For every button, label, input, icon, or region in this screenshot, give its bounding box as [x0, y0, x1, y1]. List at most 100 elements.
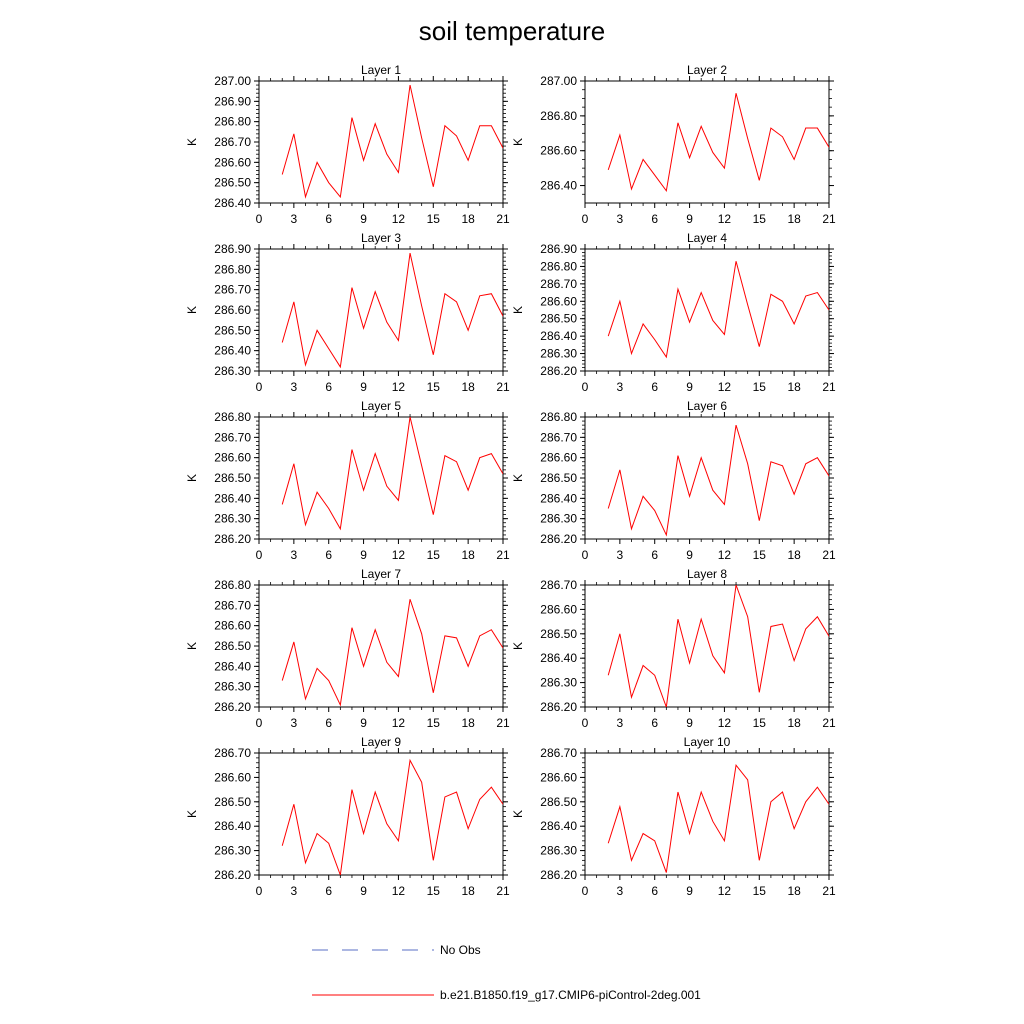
plot-frame: [258, 752, 504, 876]
x-tick-label: 15: [753, 212, 767, 226]
x-tick-label: 6: [325, 212, 332, 226]
series-line-1: [281, 252, 503, 369]
y-tick-label: 286.70: [214, 135, 251, 149]
plot-frame: [258, 416, 504, 540]
y-tick-label: 286.80: [214, 262, 251, 276]
x-tick-label: 3: [291, 212, 298, 226]
x-tick-label: 0: [582, 548, 589, 562]
page-title: soil temperature: [419, 16, 605, 46]
x-tick-label: 0: [256, 548, 263, 562]
x-tick-label: 6: [325, 548, 332, 562]
chart-panel-4: Layer 4 K 0 3 6 9 12 15 18 21 286.20 286.30 286.40 28…: [511, 231, 836, 394]
x-tick-label: 18: [787, 212, 801, 226]
series-line-1: [281, 758, 503, 875]
panels: Layer 1 K 0 3 6 9 12 15 18 21 286.40 286.50 286.60 28…: [185, 63, 836, 898]
y-axis-label: K: [185, 474, 199, 482]
x-tick-label: 21: [822, 716, 836, 730]
x-tick-label: 15: [753, 884, 767, 898]
x-tick-label: 9: [360, 548, 367, 562]
y-tick-label: 286.70: [214, 746, 251, 760]
x-tick-label: 0: [582, 716, 589, 730]
chart-title: Layer 3: [361, 231, 401, 245]
x-tick-label: 12: [718, 380, 732, 394]
x-tick-label: 3: [617, 716, 624, 730]
plot-frame: [584, 752, 830, 876]
chart-panel-2: Layer 2 K 0 3 6 9 12 15 18 21 286.40 286.60 286.80 28…: [511, 63, 836, 226]
y-axis-label: K: [185, 306, 199, 314]
y-tick-label: 286.30: [540, 844, 577, 858]
y-tick-label: 286.20: [540, 700, 577, 714]
y-tick-label: 286.70: [540, 277, 577, 291]
x-tick-label: 21: [822, 884, 836, 898]
x-tick-label: 6: [651, 884, 658, 898]
y-tick-label: 286.70: [540, 746, 577, 760]
chart-title: Layer 8: [687, 567, 727, 581]
y-tick-label: 286.90: [540, 242, 577, 256]
x-tick-label: 21: [496, 884, 510, 898]
y-tick-label: 286.70: [540, 430, 577, 444]
series-line-1: [607, 424, 829, 537]
y-tick-label: 286.50: [540, 471, 577, 485]
y-tick-label: 286.50: [214, 323, 251, 337]
y-tick-label: 286.30: [214, 364, 251, 378]
y-tick-label: 286.80: [540, 259, 577, 273]
y-tick-label: 287.00: [540, 74, 577, 88]
x-tick-label: 15: [427, 380, 441, 394]
chart-title: Layer 4: [687, 231, 727, 245]
x-tick-label: 3: [291, 380, 298, 394]
y-tick-label: 286.50: [214, 639, 251, 653]
x-tick-label: 12: [718, 548, 732, 562]
x-tick-label: 18: [461, 716, 475, 730]
x-tick-label: 6: [651, 548, 658, 562]
x-tick-label: 0: [582, 212, 589, 226]
chart-title: Layer 5: [361, 399, 401, 413]
x-tick-label: 21: [822, 548, 836, 562]
x-tick-label: 6: [651, 212, 658, 226]
x-tick-label: 15: [427, 548, 441, 562]
chart-panel-8: Layer 8 K 0 3 6 9 12 15 18 21 286.20 286.30 286.40 28…: [511, 567, 836, 730]
y-tick-label: 286.30: [214, 844, 251, 858]
series-line-1: [607, 93, 829, 193]
y-tick-label: 286.30: [540, 512, 577, 526]
x-tick-label: 21: [496, 548, 510, 562]
x-tick-label: 9: [686, 884, 693, 898]
y-axis-label: K: [511, 138, 525, 146]
x-tick-label: 9: [686, 548, 693, 562]
x-tick-label: 18: [461, 380, 475, 394]
x-tick-label: 15: [753, 716, 767, 730]
chart-title: Layer 7: [361, 567, 401, 581]
chart-panel-10: Layer 10 K 0 3 6 9 12 15 18 21 286.20 286.30 286.40 2…: [511, 735, 836, 898]
chart-title: Layer 6: [687, 399, 727, 413]
y-axis-label: K: [511, 474, 525, 482]
x-tick-label: 9: [360, 884, 367, 898]
y-axis-label: K: [511, 810, 525, 818]
y-tick-label: 286.50: [540, 795, 577, 809]
y-tick-label: 286.40: [214, 491, 251, 505]
y-tick-label: 286.50: [540, 312, 577, 326]
x-tick-label: 6: [651, 716, 658, 730]
x-tick-label: 0: [582, 884, 589, 898]
x-tick-label: 21: [822, 380, 836, 394]
y-tick-label: 286.40: [214, 659, 251, 673]
chart-panel-9: Layer 9 K 0 3 6 9 12 15 18 21 286.20 286.30 286.40 28…: [185, 735, 510, 898]
x-tick-label: 6: [325, 380, 332, 394]
x-tick-label: 3: [291, 884, 298, 898]
y-tick-label: 286.20: [540, 532, 577, 546]
x-tick-label: 9: [360, 716, 367, 730]
x-tick-label: 15: [427, 212, 441, 226]
chart-title: Layer 2: [687, 63, 727, 77]
y-axis-label: K: [511, 306, 525, 314]
x-tick-label: 15: [427, 716, 441, 730]
series-line-1: [281, 599, 503, 707]
y-tick-label: 286.50: [214, 795, 251, 809]
y-tick-label: 286.20: [214, 532, 251, 546]
x-tick-label: 3: [291, 716, 298, 730]
x-tick-label: 18: [461, 884, 475, 898]
x-tick-label: 18: [787, 884, 801, 898]
y-tick-label: 286.60: [540, 451, 577, 465]
y-tick-label: 286.20: [540, 364, 577, 378]
x-tick-label: 6: [651, 380, 658, 394]
y-tick-label: 286.30: [540, 347, 577, 361]
y-tick-label: 286.30: [214, 680, 251, 694]
